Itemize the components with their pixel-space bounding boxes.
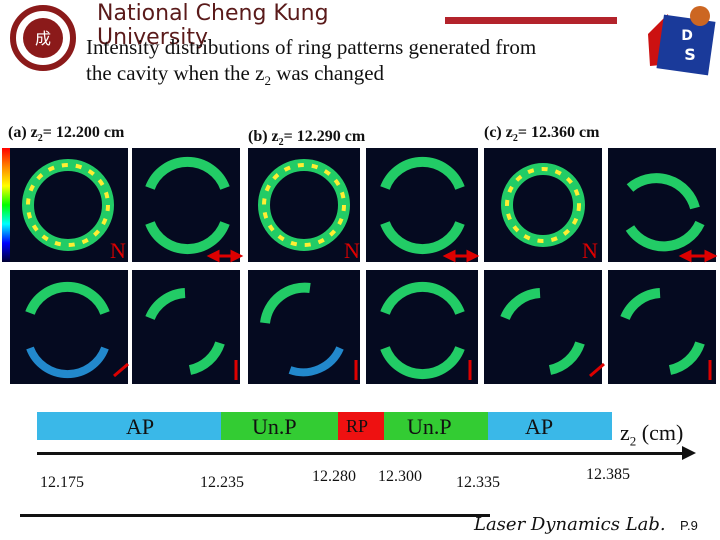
lab-name: Laser Dynamics Lab. — [474, 514, 666, 535]
tick-label: 12.385 — [586, 466, 630, 483]
band-ap-left — [37, 412, 221, 440]
panel-c-images — [484, 148, 716, 384]
page-number: P.9 — [680, 518, 698, 533]
ring-images — [10, 148, 720, 384]
title-line-2: the cavity when the z2 was changed — [86, 61, 385, 89]
panel-b-label: (b) z2= 12.290 cm — [248, 128, 366, 149]
band-label-unp-left: Un.P — [252, 414, 297, 439]
university-line-1: National Cheng Kung — [97, 1, 329, 26]
band-label-ap-right: AP — [525, 414, 554, 439]
panel-a-label: (a) z2= 12.200 cm — [8, 124, 125, 145]
band-ap-right — [488, 412, 612, 440]
band-label-ap-left: AP — [126, 414, 155, 439]
svg-text:S: S — [684, 45, 696, 64]
panel-a-images — [10, 148, 240, 384]
band-unp-right — [384, 412, 488, 440]
title-line-1: Intensity distributions of ring patterns… — [86, 35, 537, 59]
z2-axis-arrowhead — [682, 446, 696, 460]
university-seal-logo: 成 — [8, 4, 78, 72]
panel-b-n-label: N — [344, 238, 360, 263]
band-rp — [338, 412, 384, 440]
tick-label: 12.300 — [378, 468, 422, 485]
polarization-arrows — [113, 249, 718, 380]
tick-label: 12.280 — [312, 468, 356, 485]
university-name: National Cheng Kung University — [97, 2, 329, 49]
tick-label: 12.335 — [456, 474, 500, 491]
header-accent-bar — [445, 17, 617, 24]
svg-text:成: 成 — [35, 29, 51, 48]
footer-rule — [20, 514, 490, 517]
z2-axis-label: z2 (cm) — [620, 420, 684, 449]
university-line-2: University — [97, 25, 208, 51]
slide-title: Intensity distributions of ring patterns… — [86, 34, 536, 90]
svg-text:D: D — [681, 28, 693, 44]
tick-label: 12.235 — [200, 474, 244, 491]
panel-a-n-label: N — [110, 238, 126, 263]
panel-c-n-label: N — [582, 238, 598, 263]
panel-c-label: (c) z2= 12.360 cm — [484, 124, 600, 145]
z2-axis-line — [37, 452, 687, 455]
panel-b-images — [248, 148, 478, 384]
department-logo: D S — [640, 4, 718, 78]
band-label-rp: RP — [346, 416, 369, 436]
tick-label: 12.175 — [40, 474, 84, 491]
intensity-colorbar — [2, 148, 10, 262]
band-label-unp-right: Un.P — [407, 414, 452, 439]
band-unp-left — [221, 412, 338, 440]
